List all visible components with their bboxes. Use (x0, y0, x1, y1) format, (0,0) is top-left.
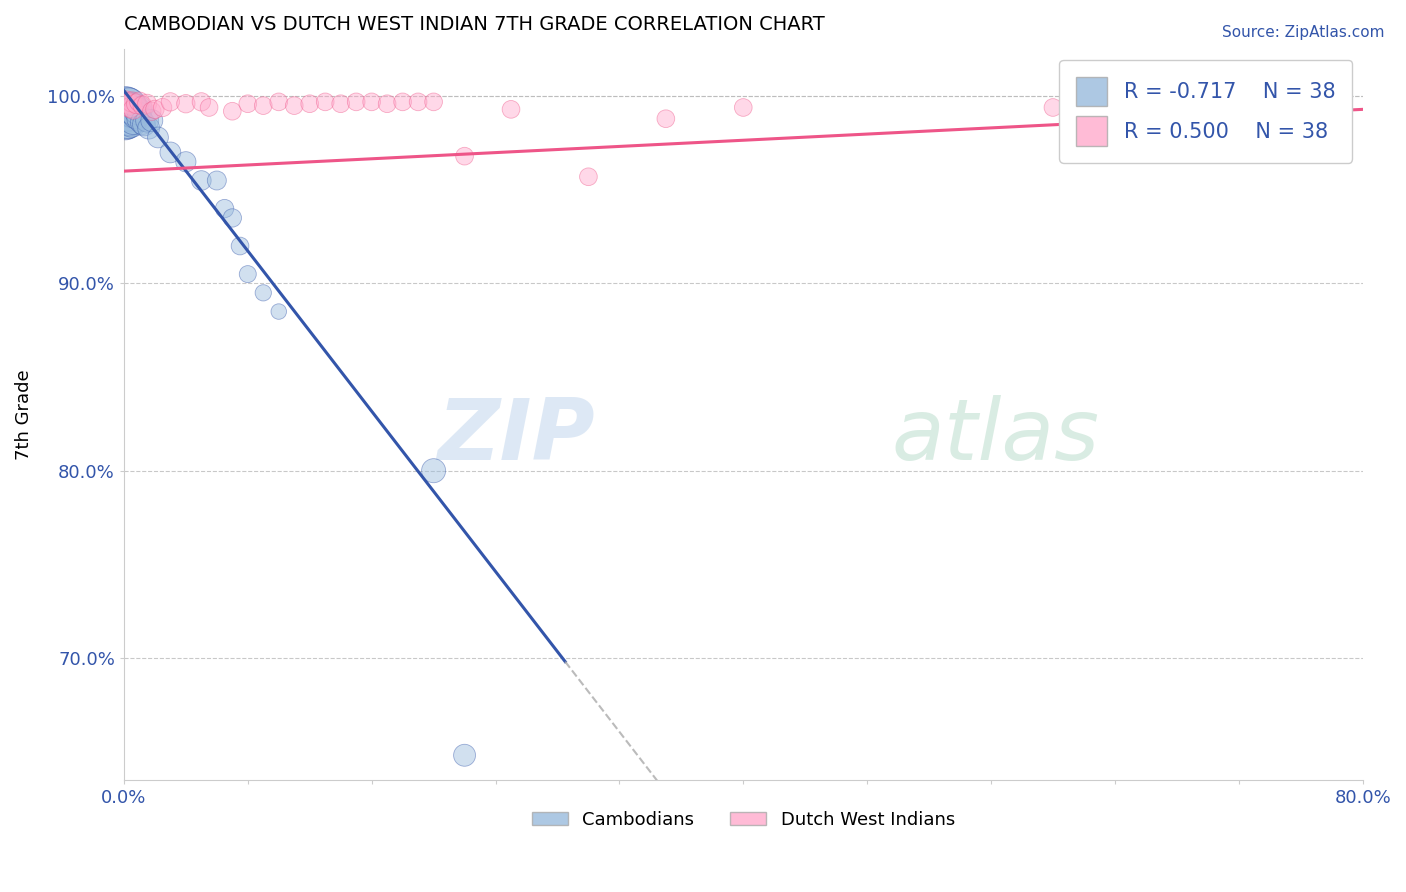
Point (422, 464, 444, 478)
Point (122, 113, 145, 128)
Point (146, 130, 169, 145)
Point (115, 117, 138, 131)
Point (174, 154, 197, 169)
Point (298, 96, 321, 111)
Point (120, 100, 142, 114)
Point (422, 95, 444, 109)
Point (115, 108, 138, 122)
Point (136, 113, 159, 128)
Text: Source: ZipAtlas.com: Source: ZipAtlas.com (1222, 25, 1385, 40)
Point (120, 103, 142, 117)
Point (198, 100, 221, 114)
Point (128, 95, 150, 109)
Point (114, 95, 136, 109)
Point (152, 100, 174, 114)
Point (267, 95, 290, 109)
Point (252, 285, 274, 300)
Point (127, 104, 149, 119)
Point (344, 95, 367, 109)
Point (131, 98, 153, 112)
Text: ZIP: ZIP (437, 395, 595, 478)
Point (159, 145, 181, 160)
Point (1227, 121, 1250, 136)
Point (114, 117, 136, 131)
Text: CAMBODIAN VS DUTCH WEST INDIAN 7TH GRADE CORRELATION CHART: CAMBODIAN VS DUTCH WEST INDIAN 7TH GRADE… (124, 15, 825, 34)
Point (121, 95, 143, 109)
Y-axis label: 7th Grade: 7th Grade (15, 369, 32, 460)
Point (174, 96, 197, 111)
Point (159, 95, 181, 109)
Point (205, 173, 228, 187)
Point (655, 112, 678, 126)
Point (136, 96, 159, 111)
Point (122, 103, 145, 117)
Point (122, 103, 145, 117)
Point (143, 103, 166, 117)
Point (141, 113, 163, 128)
Point (125, 108, 148, 122)
Point (733, 100, 755, 114)
Point (138, 121, 160, 136)
Point (252, 98, 274, 112)
Point (221, 211, 243, 225)
Point (117, 98, 139, 112)
Point (1042, 100, 1064, 114)
Point (125, 96, 148, 111)
Point (314, 95, 336, 109)
Point (141, 104, 163, 119)
Point (329, 96, 352, 111)
Point (375, 96, 398, 111)
Point (128, 103, 150, 117)
Point (128, 112, 150, 126)
Point (114, 98, 136, 112)
Point (120, 113, 142, 128)
Point (221, 104, 243, 119)
Point (115, 98, 138, 112)
Point (283, 98, 305, 112)
Legend: Cambodians, Dutch West Indians: Cambodians, Dutch West Indians (524, 804, 962, 837)
Point (453, 748, 475, 763)
Point (453, 149, 475, 163)
Point (190, 95, 212, 109)
Point (499, 103, 522, 117)
Point (117, 96, 139, 111)
Point (214, 202, 236, 216)
Point (131, 115, 153, 129)
Point (132, 117, 155, 131)
Point (267, 304, 290, 318)
Point (406, 95, 429, 109)
Point (121, 115, 143, 129)
Point (117, 117, 139, 131)
Point (236, 96, 259, 111)
Point (578, 169, 600, 184)
Point (114, 108, 136, 122)
Point (236, 267, 259, 281)
Point (190, 173, 212, 187)
Text: atlas: atlas (891, 395, 1099, 478)
Point (229, 239, 252, 253)
Point (360, 95, 382, 109)
Point (124, 104, 146, 119)
Point (115, 98, 138, 112)
Point (121, 104, 143, 119)
Point (117, 108, 139, 122)
Point (391, 95, 413, 109)
